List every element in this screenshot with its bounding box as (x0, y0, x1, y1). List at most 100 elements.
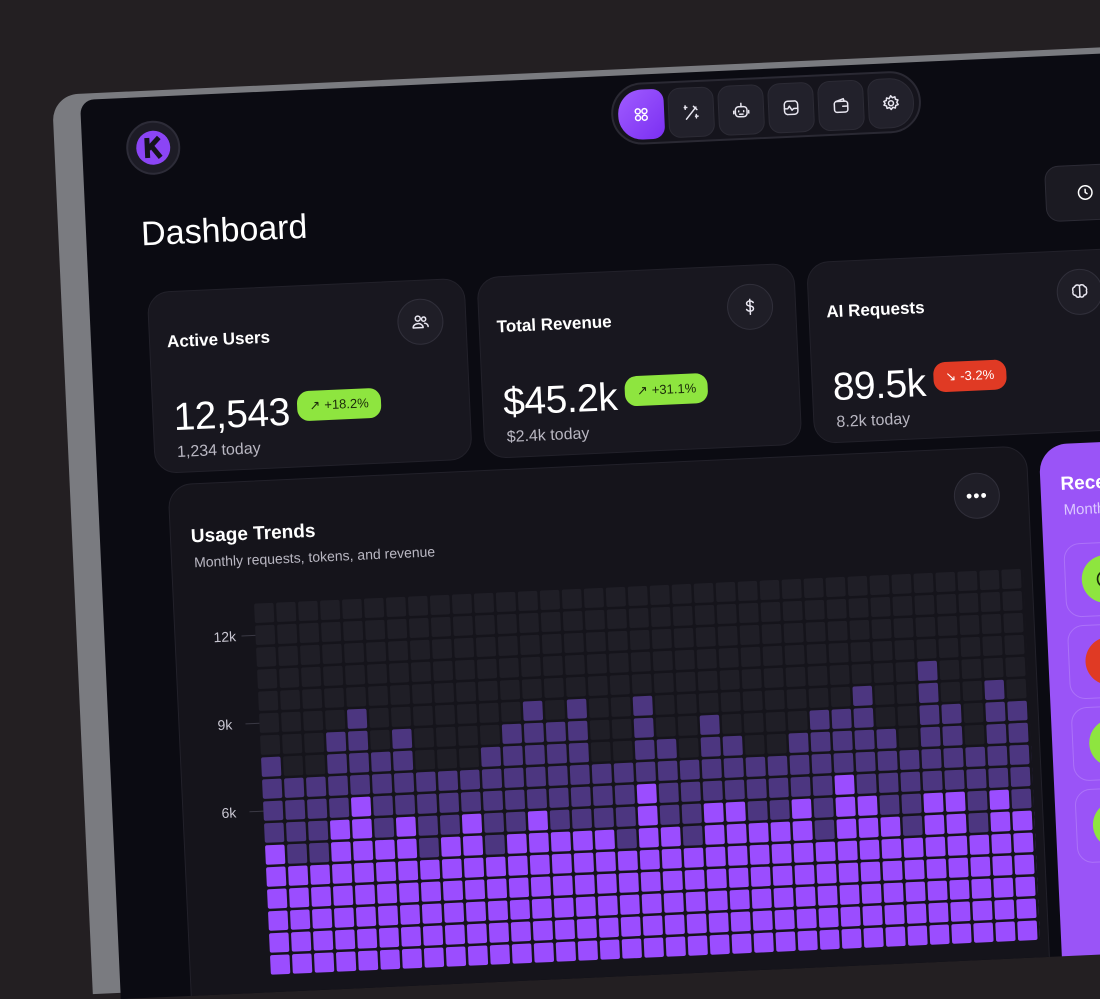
empty-cell (958, 592, 979, 614)
more-options-button[interactable]: ••• (952, 471, 1001, 520)
empty-cell (783, 622, 804, 644)
bar-cell-bright (1038, 897, 1043, 918)
nav-dashboard[interactable] (617, 88, 666, 141)
dollar-icon-button[interactable] (726, 282, 775, 331)
empty-cell (983, 657, 1004, 678)
bar-cell-bright (620, 916, 641, 937)
bar-cell-mid (591, 763, 612, 784)
empty-cell (606, 608, 627, 630)
stat-label: AI Requests (825, 297, 925, 322)
bar-cell-bright (640, 871, 661, 892)
bar-cell-bright (995, 921, 1016, 942)
nav-wallet[interactable] (816, 79, 866, 132)
empty-cell (609, 674, 630, 695)
empty-cell (1023, 567, 1043, 589)
brain-icon-button[interactable] (1055, 267, 1100, 316)
app-logo[interactable] (125, 119, 182, 176)
bar-cell-mid (899, 749, 920, 770)
activity-item[interactable] (1063, 534, 1100, 618)
bar-cell-mid (1031, 743, 1043, 764)
empty-cell (562, 610, 583, 632)
bar-cell-mid (724, 779, 745, 800)
bar-cell-bright (775, 931, 796, 952)
nav-magic[interactable] (667, 86, 716, 139)
empty-cell (963, 702, 984, 723)
bar-cell-mid (701, 758, 722, 779)
bar-cell-bright (641, 893, 662, 914)
empty-cell (981, 613, 1002, 635)
bar-cell-mid (635, 761, 656, 782)
bar-cell-mid (503, 767, 525, 788)
empty-cell (305, 754, 326, 775)
activity-item[interactable] (1066, 616, 1100, 700)
bar-cell-bright (1012, 810, 1033, 831)
magic-wand-icon (683, 105, 699, 120)
bar-cell-bright (772, 865, 793, 886)
bar-cell-mid (682, 825, 703, 846)
bar-cell-bright (488, 922, 510, 943)
bar-cell-mid (416, 793, 438, 814)
bar-cell-bright (727, 845, 748, 866)
bar-cell-mid (437, 770, 459, 791)
bar-cell-mid (371, 773, 393, 794)
empty-cell (320, 599, 341, 621)
empty-cell (500, 701, 522, 722)
stat-card-total-revenue: Total Revenue $45.2k ↗ +31.1% $2.4k today (476, 262, 803, 460)
bar-cell-bright (929, 924, 950, 945)
nav-settings[interactable] (866, 77, 916, 130)
stat-value: 12,543 (172, 390, 291, 440)
empty-cell (458, 747, 480, 768)
empty-cell (539, 589, 561, 611)
bar-cell-mid (262, 778, 283, 799)
y-tick-label: 12k (213, 628, 237, 645)
stat-sub: 8.2k today (836, 410, 911, 432)
bar-cell-bright (1017, 920, 1038, 941)
empty-cell (678, 737, 699, 758)
bar-cell-bright (686, 913, 707, 934)
bar-cell-bright (269, 932, 290, 953)
empty-cell (409, 639, 431, 660)
empty-cell (740, 646, 761, 667)
empty-cell (630, 651, 651, 672)
bar-cell-mid (329, 797, 350, 818)
history-button[interactable]: L (1044, 160, 1100, 223)
empty-cell (694, 604, 715, 626)
bar-cell-mid (567, 720, 588, 741)
nav-activity[interactable] (766, 81, 816, 134)
bar-cell-mid (879, 794, 900, 815)
empty-cell (720, 691, 741, 712)
activity-item[interactable] (1074, 780, 1100, 864)
bar-cell-mid (942, 725, 963, 746)
bar-cell-mid (549, 809, 570, 830)
empty-cell (764, 689, 785, 710)
bar-cell-mid (1010, 766, 1031, 787)
bar-cell-bright (815, 841, 836, 862)
bar-cell-bright (884, 904, 905, 925)
users-icon-button[interactable] (396, 297, 445, 346)
empty-cell (894, 639, 915, 661)
users-icon (412, 315, 429, 329)
empty-cell (1030, 721, 1043, 742)
bar-cell-mid (415, 771, 437, 792)
bar-cell-mid (968, 812, 989, 833)
empty-cell (935, 571, 956, 593)
bar-cell-bright (510, 921, 532, 942)
bar-cell-bright (1037, 875, 1043, 896)
bar-cell-bright (928, 902, 949, 923)
bar-cell-bright (989, 789, 1010, 810)
empty-cell (390, 706, 412, 727)
nav-robot[interactable] (717, 84, 766, 137)
bar-cell-mid (790, 776, 811, 797)
empty-cell (1026, 633, 1043, 655)
empty-cell (585, 631, 606, 653)
bar-cell-bright (576, 918, 597, 939)
bar-cell-mid (702, 780, 723, 801)
empty-cell (283, 755, 304, 776)
bar-cell-bright (419, 859, 441, 880)
empty-cell (584, 609, 605, 631)
bar-cell-bright (839, 884, 860, 905)
stat-card-ai-requests: AI Requests 89.5k ↘ -3.2% 8.2k today (806, 247, 1100, 445)
success-status (1080, 553, 1100, 605)
empty-cell (343, 620, 364, 642)
activity-item[interactable] (1070, 698, 1100, 782)
